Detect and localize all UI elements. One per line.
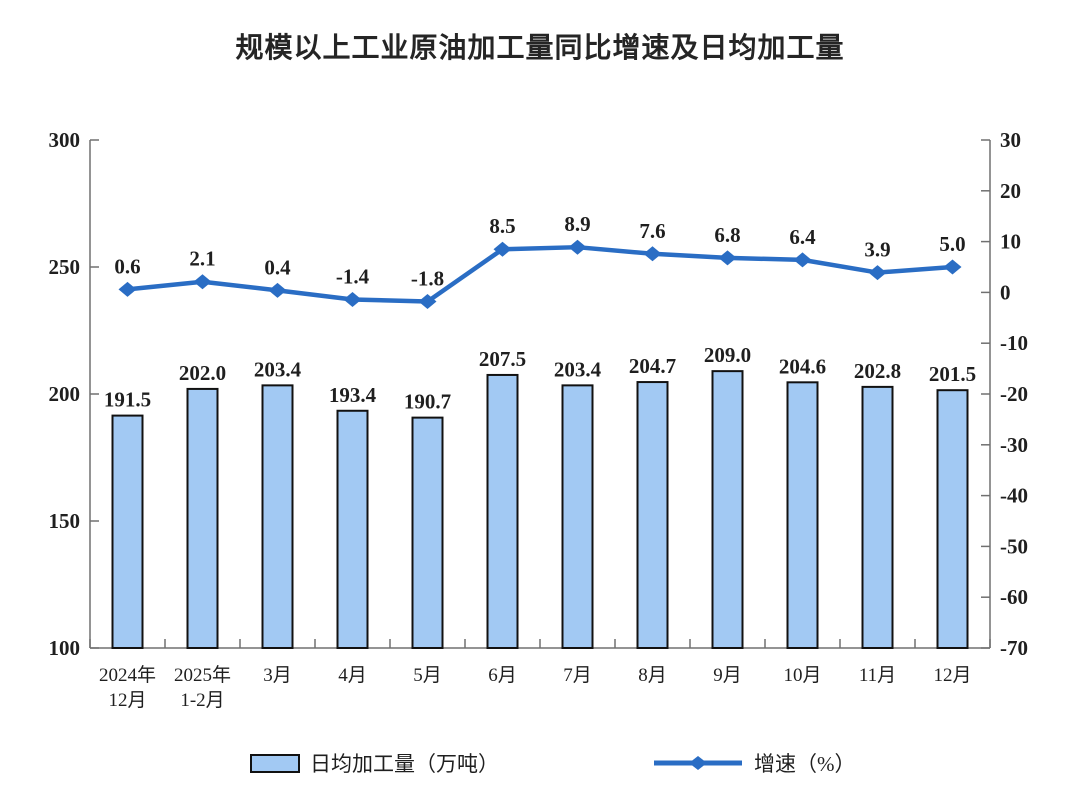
- x-axis-category-label: 7月: [563, 665, 592, 686]
- right-axis-tick-label: -40: [1000, 484, 1028, 508]
- point-value-label: 0.4: [264, 255, 291, 279]
- line-marker: [418, 294, 437, 310]
- point-value-label: 7.6: [639, 219, 665, 243]
- x-axis-category-label: 5月: [413, 665, 442, 686]
- line-marker: [643, 246, 662, 262]
- bar-value-label: 203.4: [254, 357, 302, 381]
- bar: [486, 373, 519, 649]
- bar-value-label: 191.5: [104, 388, 151, 412]
- x-axis-category-label: 3月: [263, 665, 292, 686]
- legend-line-label: 增速（%）: [754, 752, 856, 776]
- bar-value-label: 190.7: [404, 390, 451, 414]
- line-marker: [568, 239, 587, 255]
- bar: [936, 389, 969, 649]
- bar: [786, 381, 819, 649]
- x-axis-category-label: 10月: [783, 665, 821, 686]
- x-axis-category-label: 6月: [488, 665, 517, 686]
- growth-line: [125, 244, 955, 304]
- point-value-label: 2.1: [189, 247, 215, 271]
- right-axis-tick-label: -30: [1000, 433, 1028, 457]
- point-value-label: 0.6: [114, 254, 140, 278]
- bar-swatch-icon: [250, 753, 300, 773]
- bar: [561, 384, 594, 649]
- line-marker: [193, 274, 212, 290]
- bar: [111, 414, 144, 649]
- line-marker: [793, 252, 812, 268]
- bar-value-label: 204.6: [779, 354, 826, 378]
- bar-value-label: 209.0: [704, 343, 751, 367]
- line-marker: [943, 259, 962, 275]
- left-axis-tick-label: 250: [49, 255, 81, 279]
- x-axis-category-label: 12月: [933, 665, 971, 686]
- bar-value-label: 207.5: [479, 347, 526, 371]
- left-axis-tick-label: 100: [49, 636, 81, 660]
- right-axis-tick-label: 10: [1000, 230, 1021, 254]
- point-value-label: 3.9: [864, 238, 890, 262]
- point-value-label: 5.0: [939, 232, 965, 256]
- line-marker: [268, 282, 287, 298]
- bar-value-label: 202.8: [854, 359, 901, 383]
- legend-item-line-series: 增速（%）: [652, 748, 856, 778]
- line-marker: [868, 265, 887, 281]
- chart-legend: 日均加工量（万吨） 增速（%）: [0, 744, 1080, 780]
- bar: [636, 381, 669, 649]
- left-axis-tick-label: 300: [49, 128, 81, 152]
- bar: [186, 387, 219, 649]
- bar-value-label: 204.7: [629, 354, 676, 378]
- bar-value-label: 201.5: [929, 362, 976, 386]
- bar-value-label: 202.0: [179, 361, 226, 385]
- right-axis-tick-label: -50: [1000, 534, 1028, 558]
- right-axis-tick-label: -20: [1000, 382, 1028, 406]
- point-value-label: 6.8: [714, 223, 740, 247]
- right-axis-tick-label: 30: [1000, 128, 1021, 152]
- bar: [861, 385, 894, 649]
- x-axis-category-label: 2025年 1-2月: [174, 664, 231, 711]
- chart-title: 规模以上工业原油加工量同比增速及日均加工量: [235, 32, 845, 63]
- left-axis-tick-label: 150: [49, 509, 81, 533]
- point-value-label: 8.9: [564, 212, 590, 236]
- legend-bar-label: 日均加工量（万吨）: [310, 752, 499, 776]
- bar: [336, 409, 369, 649]
- right-axis-tick-label: 20: [1000, 179, 1021, 203]
- bar-value-label: 193.4: [329, 383, 377, 407]
- line-marker: [718, 250, 737, 266]
- right-axis-tick-label: 0: [1000, 280, 1011, 304]
- right-axis-tick-label: -10: [1000, 331, 1028, 355]
- x-axis-category-label: 11月: [859, 665, 896, 686]
- left-axis-tick-label: 200: [49, 382, 81, 406]
- point-value-label: -1.4: [336, 265, 370, 289]
- line-marker: [343, 292, 362, 308]
- point-value-label: 6.4: [789, 225, 816, 249]
- right-axis-tick-label: -70: [1000, 636, 1028, 660]
- point-value-label: 8.5: [489, 214, 515, 238]
- x-axis-category-label: 8月: [638, 665, 667, 686]
- bar: [711, 370, 744, 649]
- bar: [261, 384, 294, 649]
- x-axis-category-label: 2024年 12月: [99, 664, 156, 711]
- line-marker: [118, 281, 137, 297]
- x-axis-category-label: 9月: [713, 665, 742, 686]
- line-swatch-icon: [654, 756, 742, 770]
- bar-value-label: 203.4: [554, 357, 602, 381]
- right-axis-tick-label: -60: [1000, 585, 1028, 609]
- line-marker: [493, 241, 512, 257]
- bar: [411, 416, 444, 650]
- point-value-label: -1.8: [411, 267, 444, 291]
- legend-item-bar-series: 日均加工量（万吨）: [250, 748, 499, 778]
- x-axis-category-label: 4月: [338, 665, 367, 686]
